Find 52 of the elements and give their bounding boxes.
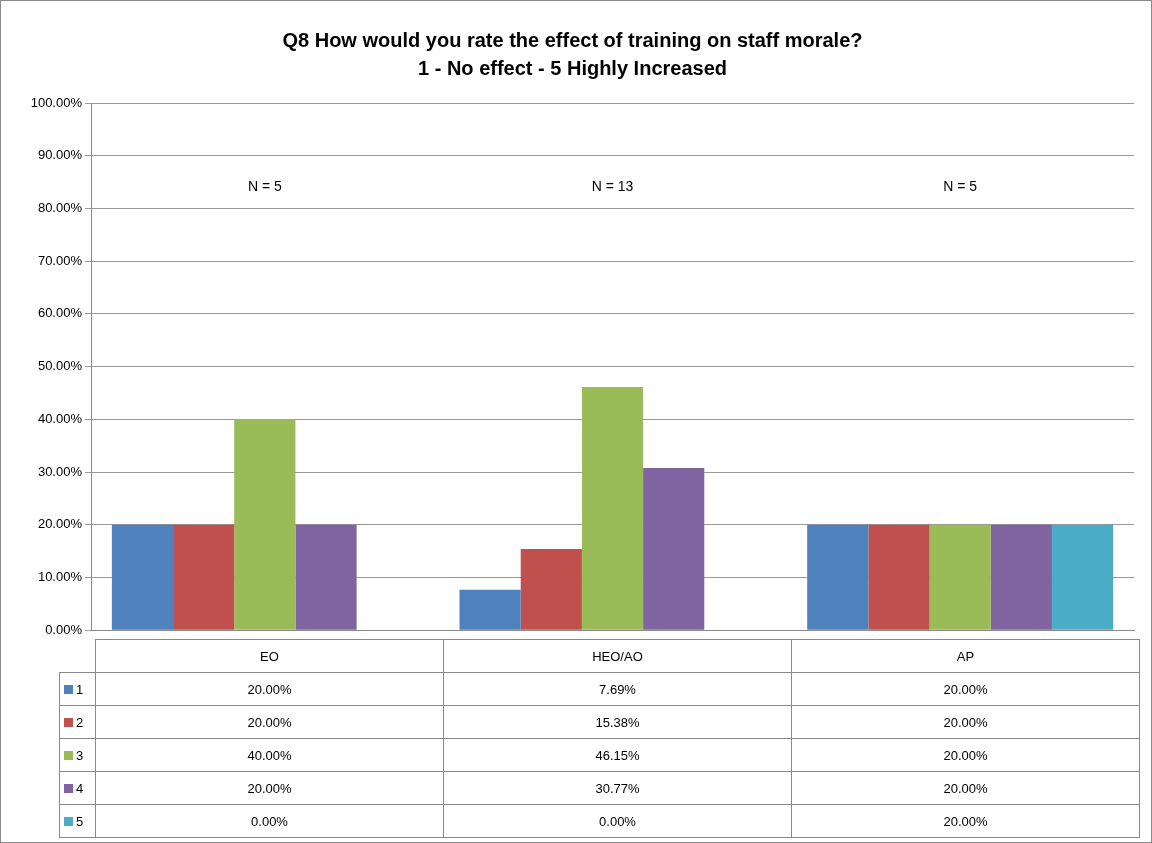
legend-label: 1 <box>59 672 96 706</box>
data-label: 20.00% <box>95 705 444 739</box>
data-label: 30.77% <box>443 771 792 805</box>
bar <box>1051 524 1114 630</box>
bar <box>173 524 235 630</box>
data-label: 20.00% <box>791 672 1140 706</box>
bar <box>868 524 930 630</box>
bar <box>807 524 869 630</box>
data-label: 15.38% <box>443 705 792 739</box>
bar <box>459 589 521 630</box>
x-tick-label: AP <box>791 639 1140 673</box>
data-label: 20.00% <box>791 705 1140 739</box>
bar <box>581 386 644 630</box>
y-tick-label: 0.00% <box>45 621 83 637</box>
chart-title: Q8 How would you rate the effect of training on staff morale? <box>282 28 863 51</box>
data-label: 0.00% <box>95 804 444 838</box>
data-label: 46.15% <box>443 738 792 772</box>
data-label: 20.00% <box>791 738 1140 772</box>
data-label: 20.00% <box>791 804 1140 838</box>
y-tick-label: 10.00% <box>37 569 83 585</box>
bar <box>520 549 582 630</box>
data-label: 20.00% <box>95 771 444 805</box>
y-tick-label: 50.00% <box>37 358 83 374</box>
data-label: 0.00% <box>443 804 792 838</box>
bar <box>929 524 991 630</box>
bar <box>295 524 357 630</box>
bar <box>111 524 174 630</box>
annotation: N = 5 <box>247 178 282 195</box>
y-tick-label: 40.00% <box>37 410 83 426</box>
data-label: 40.00% <box>95 738 444 772</box>
y-tick-label: 90.00% <box>37 147 83 163</box>
y-tick-label: 30.00% <box>37 463 83 479</box>
legend-label: 5 <box>59 804 96 838</box>
legend-label: 2 <box>59 705 96 739</box>
bar <box>990 524 1052 630</box>
bar <box>234 419 296 630</box>
x-tick-label: EO <box>95 639 444 673</box>
legend-label: 4 <box>59 771 96 805</box>
legend-label: 3 <box>59 738 96 772</box>
x-tick-label: HEO/AO <box>443 639 792 673</box>
y-tick-label: 20.00% <box>37 516 83 532</box>
y-tick-label: 100.00% <box>30 94 83 110</box>
bar <box>643 467 705 630</box>
y-tick-label: 80.00% <box>37 200 83 216</box>
chart-subtitle: 1 - No effect - 5 Highly Increased <box>418 56 727 79</box>
annotation: N = 5 <box>943 178 978 195</box>
data-label: 20.00% <box>95 672 444 706</box>
data-label: 20.00% <box>791 771 1140 805</box>
annotation: N = 13 <box>591 178 634 195</box>
y-tick-label: 60.00% <box>37 305 83 321</box>
data-label: 7.69% <box>443 672 792 706</box>
y-tick-label: 70.00% <box>37 252 83 268</box>
